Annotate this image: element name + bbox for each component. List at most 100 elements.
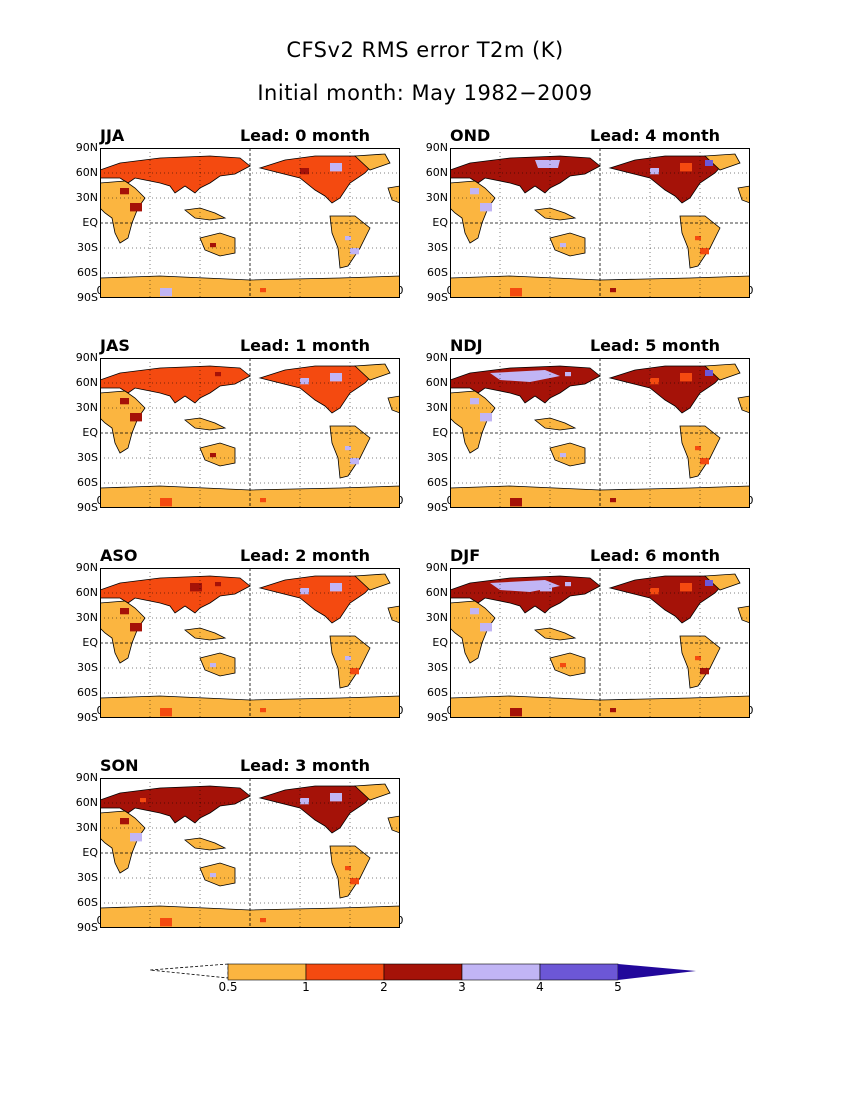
error-cell — [345, 236, 351, 241]
land-namerica — [608, 575, 726, 624]
map-frame — [450, 148, 750, 298]
error-cell-peak — [705, 370, 713, 376]
error-cell — [650, 168, 659, 175]
error-cell — [345, 446, 351, 451]
rms-error-map — [100, 148, 400, 298]
lat-tick-label: 60S — [427, 266, 448, 279]
lon-tick-label: 0 — [746, 494, 754, 507]
land-namerica — [608, 155, 726, 204]
lat-tick-label: 90N — [425, 141, 448, 154]
lat-tick-label: 30N — [425, 611, 448, 624]
land-greenland — [704, 153, 741, 171]
error-cell — [350, 668, 359, 675]
land-antarctica — [100, 485, 400, 508]
land-eafrica — [387, 185, 400, 204]
lat-tick-label: EQ — [432, 636, 448, 649]
lat-tick-label: 60N — [425, 166, 448, 179]
lat-tick-label: 60S — [77, 266, 98, 279]
lat-tick-label: 90N — [75, 561, 98, 574]
error-cell — [190, 583, 202, 592]
lat-tick-label: 30S — [427, 241, 448, 254]
land-samerica — [679, 635, 721, 689]
lat-tick-label: 90S — [427, 291, 448, 304]
error-cell — [490, 378, 496, 383]
land-africa — [450, 180, 496, 244]
land-africa — [100, 390, 146, 454]
error-cell-peak — [705, 580, 713, 586]
panel-lead-label: Lead: 0 month — [239, 126, 370, 145]
land-eafrica — [387, 605, 400, 624]
error-cell — [510, 288, 522, 297]
error-cell — [560, 663, 566, 668]
error-cell — [260, 918, 266, 923]
lon-tick-label: 0 — [746, 704, 754, 717]
rms-error-map — [100, 358, 400, 508]
error-cell — [210, 243, 216, 248]
error-cell — [210, 453, 216, 458]
error-cell-peak — [705, 160, 713, 166]
lat-tick-label: 30S — [427, 661, 448, 674]
error-cell — [470, 608, 479, 615]
error-cell — [695, 656, 701, 661]
land-samerica — [679, 425, 721, 479]
panel-lead-label: Lead: 1 month — [239, 336, 370, 355]
error-cell — [140, 798, 146, 803]
lat-tick-label: 30S — [77, 661, 98, 674]
panel-season-label: SON — [100, 756, 139, 775]
land-namerica — [258, 575, 376, 624]
land-eurasia — [100, 155, 251, 194]
lat-tick-label: EQ — [82, 216, 98, 229]
error-cell — [680, 373, 692, 382]
panel-season-label: JAS — [100, 336, 130, 355]
error-cell — [130, 833, 142, 842]
land-eurasia — [100, 365, 251, 404]
colorbar: 0.5 1 2 3 4 5 — [149, 958, 710, 1003]
lat-tick-label: 30S — [77, 241, 98, 254]
error-cell — [210, 873, 216, 878]
lat-tick-label: 90S — [77, 921, 98, 934]
error-cell — [480, 413, 492, 422]
panel-lead-label: Lead: 5 month — [589, 336, 720, 355]
error-cell — [330, 793, 342, 802]
panel-season-label: JJA — [100, 126, 125, 145]
colorbar-label: 0.5 — [218, 980, 238, 994]
error-cell — [300, 798, 309, 805]
land-eurasia — [450, 575, 601, 614]
error-cell — [160, 166, 169, 173]
land-australia — [199, 652, 236, 677]
error-cell — [490, 168, 496, 173]
lat-tick-label: 90S — [427, 501, 448, 514]
land-africa — [100, 180, 146, 244]
error-cell — [350, 458, 359, 465]
land-africa — [450, 600, 496, 664]
map-frame — [450, 568, 750, 718]
error-cell — [260, 288, 266, 293]
error-cell — [190, 793, 202, 802]
land-namerica — [608, 365, 726, 414]
error-cell — [160, 586, 169, 593]
lat-tick-label: 90N — [425, 561, 448, 574]
lat-tick-label: 30N — [75, 611, 98, 624]
error-cell — [215, 372, 221, 377]
lat-tick-label: 60S — [427, 476, 448, 489]
error-cell — [510, 708, 522, 717]
error-cell — [470, 398, 479, 405]
colorbar-label: 2 — [380, 980, 388, 994]
panel-lead-label: Lead: 3 month — [239, 756, 370, 775]
error-cell — [345, 866, 351, 871]
error-region-high — [490, 370, 560, 382]
lat-tick-label: 90S — [77, 501, 98, 514]
lat-tick-label: 90S — [77, 711, 98, 724]
lon-tick-label: 0 — [396, 284, 404, 297]
land-greenland — [354, 363, 391, 381]
land-namerica — [258, 365, 376, 414]
rms-error-map — [100, 778, 400, 928]
land-africa — [100, 810, 146, 874]
land-eurasia — [100, 575, 251, 614]
land-greenland — [354, 783, 391, 801]
lat-tick-label: 90N — [425, 351, 448, 364]
error-cell — [480, 203, 492, 212]
error-cell — [480, 623, 492, 632]
